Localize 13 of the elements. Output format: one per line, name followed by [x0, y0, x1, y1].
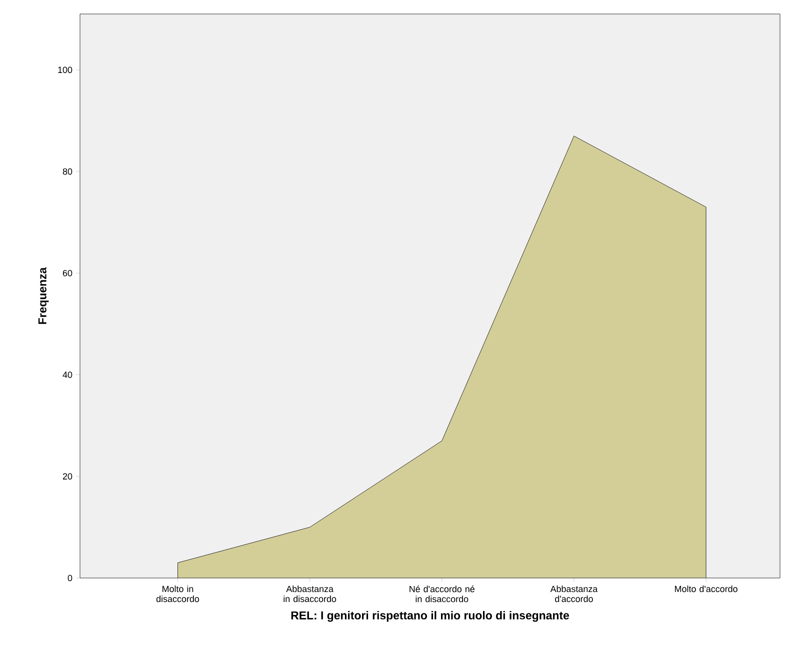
y-tick-label: 20	[62, 473, 72, 480]
y-tick-label: 40	[62, 372, 72, 378]
y-tick-label: 60	[62, 270, 72, 276]
x-tick-label: Né d'accordo né in disaccordo	[410, 586, 474, 602]
y-tick-label: 0	[68, 574, 72, 582]
y-tick-label: 80	[62, 168, 72, 175]
x-tick-label: Molto d'accordo	[675, 586, 738, 592]
x-tick-label: Abbastanza d'accordo	[550, 586, 598, 602]
y-tick-label: 100	[58, 66, 72, 74]
x-axis-title: REL: I genitori rispettano il mio ruolo di insegnante	[291, 611, 570, 622]
x-tick-label: Molto in disaccordo	[156, 586, 200, 602]
y-axis-title: Frequenza	[38, 267, 49, 324]
x-tick-label: Abbastanza in disaccordo	[284, 586, 336, 602]
